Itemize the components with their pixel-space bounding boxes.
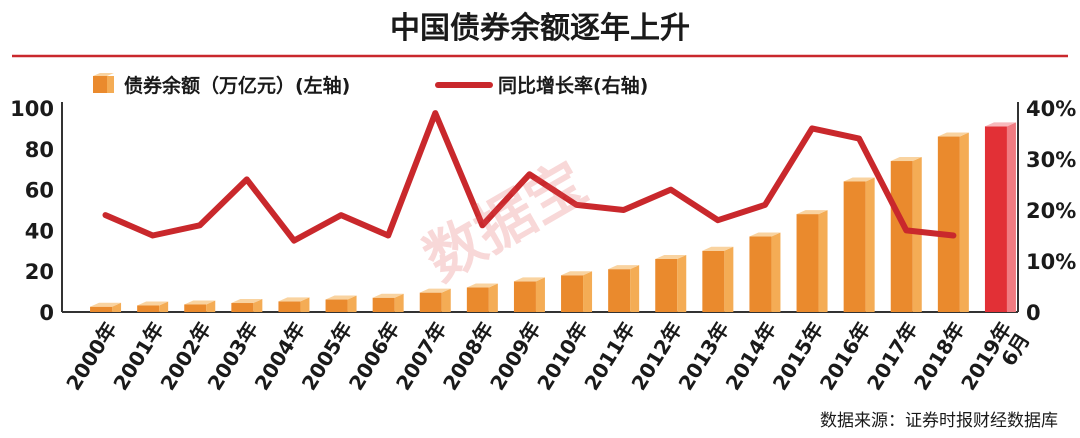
y-left-tick-label: 60 [25,179,54,203]
bar [984,122,1016,312]
bar [608,265,640,312]
bar [231,299,263,312]
line-point [245,178,248,181]
bar [655,254,687,312]
line-point [669,188,672,191]
bar [513,277,545,312]
legend-bar-label: 债券余额（万亿元）(左轴) [124,74,350,97]
bar [419,288,451,312]
y-right-tick-label: 10% [1026,250,1076,274]
line-point [292,239,295,242]
line-point [528,173,531,176]
bar [184,300,216,312]
bar [137,301,169,312]
bar [372,293,404,312]
bar [561,271,593,312]
bar [796,210,828,312]
line-point [104,214,107,217]
line-point [622,209,625,211]
bar [278,297,310,312]
y-right-tick-label: 20% [1026,199,1076,223]
source-note: 数据来源：证券时报财经数据库 [820,411,1058,431]
line-point [151,234,154,237]
line-point [952,234,955,237]
line-point [858,137,861,140]
bar [325,295,357,312]
bar [90,302,122,312]
line-point [811,127,814,130]
bar [466,283,498,312]
y-right-tick-label: 30% [1026,148,1076,172]
y-left-tick-label: 40 [25,219,54,243]
y-left-tick-label: 80 [25,138,54,162]
line-point [340,214,343,217]
legend-bar-swatch [93,73,114,93]
plot-area: 020406080100010%20%30%40%2000年2001年2002年… [10,97,1076,395]
legend: 债券余额（万亿元）(左轴) 同比增长率(右轴) [93,73,648,97]
y-left-tick-label: 20 [25,260,54,284]
line-point [387,234,390,237]
bar [843,177,875,312]
y-right-tick-label: 0 [1026,301,1041,325]
line-point [575,203,578,206]
bar [937,132,969,312]
line-point [198,224,201,227]
bar [749,232,781,312]
chart-title: 中国债券余额逐年上升 [390,11,690,46]
bar [702,246,734,312]
line-point [905,229,908,232]
line-point [481,224,484,227]
line-point [716,219,719,222]
y-left-tick-label: 100 [10,97,54,121]
line-point [434,112,437,115]
y-right-tick-label: 40% [1026,97,1076,121]
line-point [763,203,766,206]
legend-line-label: 同比增长率(右轴) [498,74,648,97]
y-left-tick-label: 0 [39,301,54,325]
